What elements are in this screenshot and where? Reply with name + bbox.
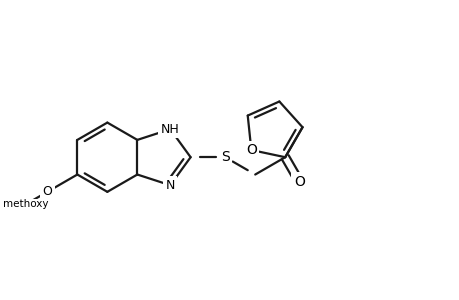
Text: O: O [293, 175, 304, 189]
Text: N: N [165, 179, 174, 192]
Text: methoxy: methoxy [3, 199, 48, 209]
Text: S: S [220, 150, 229, 164]
Text: NH: NH [161, 123, 179, 136]
Text: O: O [42, 185, 52, 198]
Text: O: O [246, 143, 256, 157]
